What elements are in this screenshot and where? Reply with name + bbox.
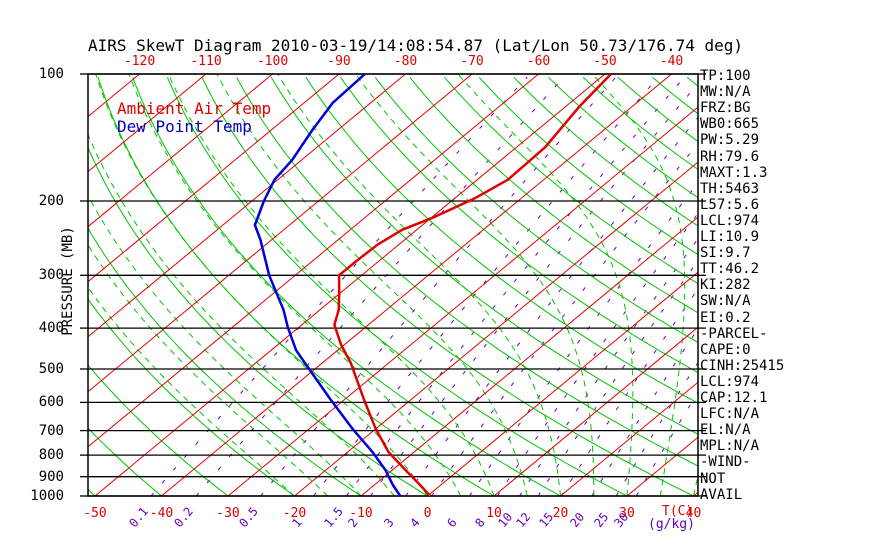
- temp-unit-label: T(C): [662, 504, 694, 519]
- top-axis-tick: -100: [256, 54, 289, 69]
- bottom-axis-tick: 30: [619, 506, 635, 521]
- pressure-tick-label: 200: [38, 193, 64, 210]
- stats-line: TT:46.2: [700, 261, 760, 278]
- bottom-axis-tick: -40: [149, 506, 174, 521]
- bottom-axis-tick: -50: [83, 506, 107, 521]
- stats-line: SW:N/A: [700, 293, 751, 310]
- top-axis-tick: -60: [526, 54, 551, 69]
- stats-line: -WIND-: [700, 454, 751, 471]
- legend-ambient-air-temp: Ambient Air Temp: [117, 99, 272, 118]
- pressure-tick-label: 400: [38, 320, 64, 337]
- stats-line: AVAIL: [700, 486, 743, 503]
- top-axis-tick: -50: [593, 54, 617, 69]
- legend-dew-point-temp: Dew Point Temp: [117, 117, 252, 136]
- stats-line: KI:282: [700, 277, 751, 294]
- stats-line: L57:5.6: [700, 196, 760, 213]
- stats-line: SI:9.7: [700, 245, 751, 262]
- bottom-axis-tick: -10: [349, 506, 373, 521]
- stats-line: CAPE:0: [700, 341, 751, 358]
- pressure-tick-label: 900: [38, 468, 64, 485]
- pressure-tick-label: 700: [38, 422, 64, 439]
- pressure-tick-label: 600: [38, 394, 64, 411]
- pressure-tick-label: 300: [38, 267, 64, 284]
- top-axis-tick: -90: [327, 54, 351, 69]
- stats-line: LI:10.9: [700, 229, 760, 245]
- stats-line: LCL:974: [700, 373, 760, 390]
- stats-line: FRZ:BG: [700, 100, 751, 117]
- bottom-axis-tick: 10: [486, 506, 502, 521]
- stats-line: LFC:N/A: [700, 406, 760, 423]
- chart-title: AIRS SkewT Diagram 2010-03-19/14:08:54.8…: [88, 36, 744, 55]
- stats-line: LCL:974: [700, 212, 760, 229]
- bottom-axis-tick: 40: [685, 506, 702, 521]
- stats-line: MW:N/A: [700, 84, 751, 101]
- stats-line: CAP:12.1: [700, 390, 768, 406]
- stats-line: CINH:25415: [700, 357, 785, 374]
- top-axis-tick: -40: [659, 54, 684, 69]
- pressure-tick-label: 800: [38, 447, 64, 464]
- pressure-tick-label: 100: [38, 66, 64, 82]
- top-axis-tick: -110: [190, 54, 222, 69]
- top-axis-tick: -120: [123, 54, 156, 69]
- stats-line: NOT: [700, 470, 726, 487]
- pressure-tick-label: 1000: [30, 488, 64, 504]
- bottom-axis-tick: 0: [423, 506, 432, 521]
- stats-line: WB0:665: [700, 116, 760, 133]
- stats-line: MPL:N/A: [700, 438, 760, 455]
- stats-line: EI:0.2: [700, 309, 751, 326]
- top-axis-tick: -70: [460, 54, 484, 69]
- stats-line: TH:5463: [700, 180, 760, 197]
- pressure-tick-label: 500: [38, 360, 64, 377]
- stats-line: EL:N/A: [700, 422, 751, 439]
- stats-line: PW:5.29: [700, 132, 760, 149]
- top-axis-tick: -80: [393, 54, 418, 69]
- stats-line: MAXT:1.3: [700, 164, 768, 181]
- bottom-axis-tick: -30: [216, 506, 240, 521]
- bottom-axis-tick: -20: [282, 506, 307, 521]
- bottom-axis-tick: 20: [552, 506, 569, 521]
- stats-line: RH:79.6: [700, 148, 760, 165]
- stats-line: -PARCEL-: [700, 325, 768, 342]
- mixratio-unit-label: (g/kg): [648, 517, 695, 532]
- stats-line: TP:100: [700, 68, 751, 84]
